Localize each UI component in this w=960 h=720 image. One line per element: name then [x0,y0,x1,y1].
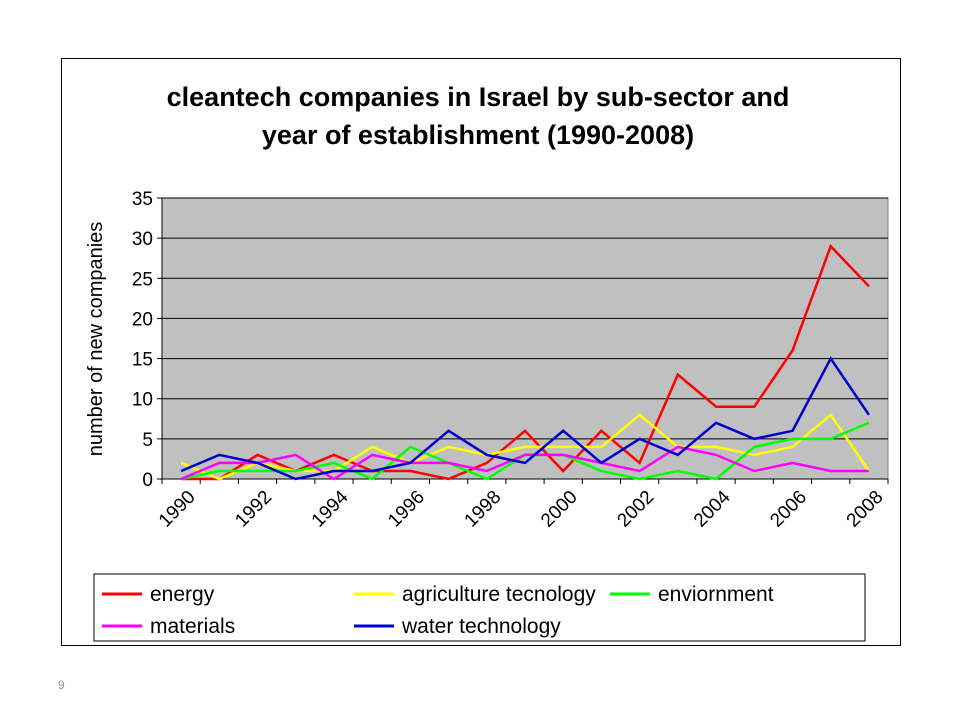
x-tick-label: 2002 [613,487,658,532]
plot-area [161,197,889,480]
y-tick-label: 10 [132,390,153,411]
y-axis-label: number of new companies [85,222,107,457]
legend-label-energy: energy [150,583,215,606]
y-axis: 0 5 10 15 20 25 30 35 [132,189,163,491]
x-tick-label: 1998 [461,487,506,532]
y-tick-label: 35 [132,189,153,210]
legend-box [93,573,866,642]
x-tick-label: 2000 [537,487,582,532]
x-tick-label: 2008 [843,487,888,532]
x-tick-label: 1996 [384,487,429,532]
series-line-materials [180,445,869,481]
legend-label-enviornment: enviornment [658,583,774,606]
chart-title-line-2: year of establishment (1990-2008) [262,120,694,150]
legend-label-agriculture-tecnology: agriculture tecnology [402,583,596,606]
chart-frame: cleantech companies in Israel by sub-sec… [61,58,901,646]
x-tick-label: 1990 [155,487,200,532]
line-chart: cleantech companies in Israel by sub-sec… [85,82,889,642]
y-tick-label: 20 [132,309,153,330]
y-tick-label: 15 [132,350,153,371]
x-tick-label: 2004 [690,486,735,531]
legend-label-materials: materials [150,615,235,638]
series-line-water-technology [180,356,870,481]
y-tick-label: 30 [132,229,153,250]
x-tick-label: 1992 [231,487,276,532]
y-tick-label: 25 [132,269,153,290]
y-tick-label: 5 [142,430,153,451]
series-lines [180,243,870,481]
gridlines [162,197,888,440]
legend-label-water-technology: water technology [401,615,561,638]
y-tick-label: 0 [142,470,153,491]
page-number: 9 [58,678,65,692]
x-axis: 1990 1992 1994 1996 1998 2000 2002 2004 2006 2008 [155,478,889,532]
x-tick-label: 1994 [308,486,353,531]
chart-title-line-1: cleantech companies in Israel by sub-sec… [167,82,790,112]
legend: energy agriculture tecnology enviornment ma… [102,583,774,638]
x-tick-label: 2006 [766,487,811,532]
